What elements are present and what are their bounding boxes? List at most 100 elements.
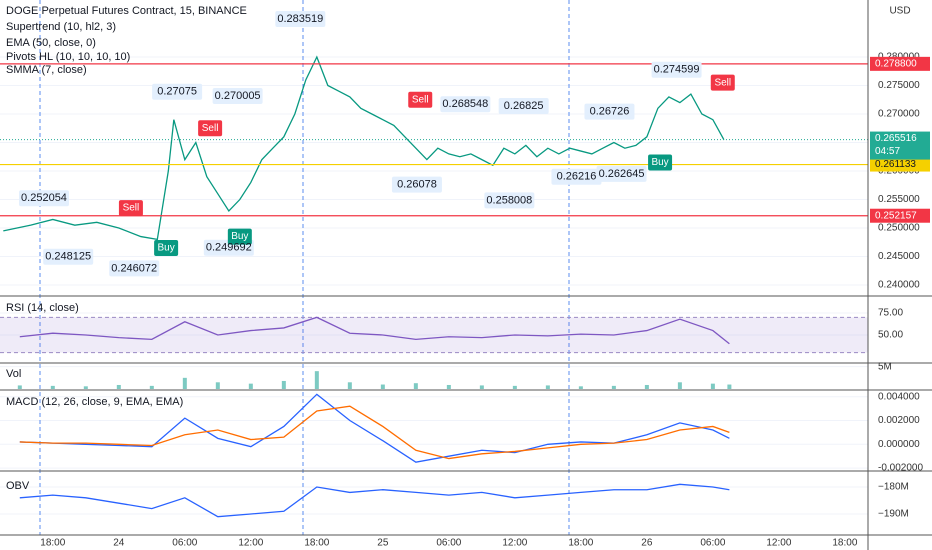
bar (727, 384, 732, 389)
signal-tag (648, 154, 673, 171)
bar (644, 384, 649, 389)
series-line (3, 55, 725, 241)
bar (83, 386, 88, 389)
bar (149, 385, 154, 389)
indicator-label: Pivots HL (10, 10, 10, 10) (6, 51, 130, 63)
x-tick-label: 18:00 (40, 538, 65, 549)
price-level-label: 0.278800 (875, 58, 917, 69)
price-level-label: 0.261133 (875, 159, 916, 170)
bar (677, 382, 682, 389)
y-tick-label: 50.00 (878, 330, 903, 341)
chart-title: DOGE Perpetual Futures Contract, 15, BIN… (6, 5, 247, 17)
x-tick-label: 06:00 (172, 538, 197, 549)
bar (545, 385, 550, 389)
pivot-label: 0.26726 (590, 106, 630, 118)
marks (0, 10, 868, 518)
pivot-label: 0.270005 (215, 90, 261, 102)
pivot-label: 0.26216 (557, 171, 597, 183)
pivot-tag (584, 103, 635, 120)
pivot-tag (596, 165, 647, 182)
bar (512, 385, 517, 389)
bar (50, 385, 55, 389)
current-price-label: 0.265516 (875, 133, 917, 144)
bar (380, 384, 385, 389)
pivot-tag (19, 190, 70, 207)
bar (17, 385, 22, 389)
signal-tag (408, 91, 433, 108)
signal-tag (710, 74, 735, 91)
x-tick-label: 18:00 (304, 538, 329, 549)
price-level-label: 0.252157 (875, 210, 917, 221)
labels: 18:00 24 06:00 12:00 18:00 25 06:00 12:00 18:00 2… (21, 13, 930, 549)
y-tick-label: 0.004000 (878, 391, 920, 402)
indicator-label: SMMA (7, close) (6, 64, 87, 76)
x-tick-label: 26 (641, 538, 653, 549)
signal-label: Buy (651, 157, 668, 168)
pivot-tag (498, 97, 549, 114)
price-level-tag (870, 56, 930, 71)
signal-label: Buy (158, 243, 175, 254)
bar (314, 371, 319, 389)
bar (578, 386, 583, 389)
y-tick-label: 75.00 (878, 308, 903, 319)
y-tick-label: 0.250000 (878, 223, 920, 234)
pivot-label: 0.262645 (599, 168, 645, 180)
x-tick-label: 12:00 (238, 538, 263, 549)
x-tick-label: 18:00 (832, 538, 857, 549)
y-tick-label: 0.255000 (878, 194, 920, 205)
signal-label: Sell (123, 203, 140, 214)
rsi-band (0, 317, 868, 353)
bar (479, 385, 484, 389)
bar (710, 383, 715, 389)
y-tick-label: −180M (878, 482, 909, 493)
bar (446, 384, 451, 389)
x-tick-label: 24 (113, 538, 125, 549)
pivot-tag (651, 61, 702, 78)
y-tick-label: -0.002000 (878, 463, 923, 474)
y-tick-label: 0.275000 (878, 80, 920, 91)
pivot-label: 0.27075 (157, 86, 197, 98)
y-tick-label: 0.002000 (878, 415, 920, 426)
pivot-label: 0.252054 (21, 192, 67, 204)
x-tick-label: 12:00 (766, 538, 791, 549)
bar (413, 383, 418, 389)
pivot-label: 0.274599 (654, 64, 700, 76)
series-line (19, 316, 730, 345)
pivot-label: 0.268548 (442, 98, 488, 110)
y-tick-label: 0.245000 (878, 251, 920, 262)
pivot-label: 0.258008 (486, 194, 532, 206)
bar (347, 382, 352, 389)
y-tick-label: 0.270000 (878, 109, 920, 120)
countdown-label: 04:57 (875, 146, 900, 157)
signal-label: Buy (231, 231, 248, 242)
pivot-tag (275, 10, 326, 27)
pane-title: OBV (6, 480, 30, 492)
pivot-tag (391, 176, 442, 193)
y-tick-label: 0.240000 (878, 280, 920, 291)
series-line (19, 483, 730, 518)
price-level-tag (870, 157, 930, 172)
pivot-label: 0.26078 (397, 178, 437, 190)
y-tick-label: −190M (878, 509, 909, 520)
pane-title: RSI (14, close) (6, 302, 79, 314)
series-line (19, 405, 730, 460)
bar (248, 383, 253, 389)
signal-label: Sell (714, 77, 731, 88)
current-price-tag (870, 131, 930, 160)
pivot-tag (212, 87, 263, 104)
signal-tag (227, 228, 252, 245)
bar (116, 384, 121, 389)
grid (0, 56, 868, 515)
pivot-tag (551, 168, 602, 185)
bar (215, 382, 220, 389)
pivot-label: 0.248125 (45, 251, 91, 263)
pivot-label: 0.26825 (504, 100, 544, 112)
pivot-tag (440, 96, 491, 113)
bar (281, 380, 286, 389)
pivot-label: 0.283519 (277, 13, 323, 25)
x-tick-label: 18:00 (568, 538, 593, 549)
signal-tag (154, 239, 179, 256)
x-tick-label: 06:00 (436, 538, 461, 549)
bar (182, 377, 187, 389)
